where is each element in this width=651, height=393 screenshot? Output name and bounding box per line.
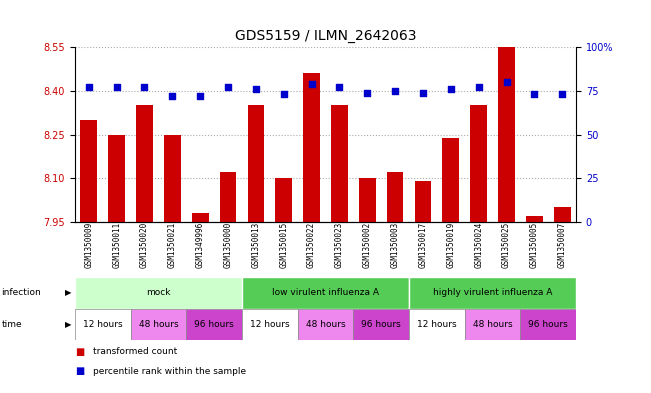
Text: ▶: ▶: [65, 288, 72, 297]
Text: 12 hours: 12 hours: [250, 320, 290, 329]
Point: [251, 86, 261, 92]
Text: GSM1350009: GSM1350009: [84, 222, 93, 268]
Bar: [298, 309, 353, 340]
Point: [111, 84, 122, 90]
Text: transformed count: transformed count: [93, 347, 177, 356]
Point: [501, 79, 512, 85]
Text: GSM1350023: GSM1350023: [335, 222, 344, 268]
Bar: [526, 216, 543, 222]
Bar: [465, 309, 520, 340]
Text: 48 hours: 48 hours: [473, 320, 512, 329]
Text: GSM1350021: GSM1350021: [168, 222, 177, 268]
Bar: [242, 277, 409, 309]
Text: GSM1350011: GSM1350011: [112, 222, 121, 268]
Point: [83, 84, 94, 90]
Text: GSM1350020: GSM1350020: [140, 222, 149, 268]
Bar: [359, 178, 376, 222]
Bar: [387, 173, 404, 222]
Point: [307, 81, 317, 87]
Point: [362, 90, 372, 96]
Text: 12 hours: 12 hours: [417, 320, 457, 329]
Title: GDS5159 / ILMN_2642063: GDS5159 / ILMN_2642063: [235, 29, 416, 43]
Text: GSM1350005: GSM1350005: [530, 222, 539, 268]
Bar: [554, 208, 570, 222]
Text: GSM1350017: GSM1350017: [419, 222, 428, 268]
Text: GSM1350002: GSM1350002: [363, 222, 372, 268]
Bar: [192, 213, 208, 222]
Text: time: time: [1, 320, 22, 329]
Text: GSM1350007: GSM1350007: [558, 222, 567, 268]
Text: highly virulent influenza A: highly virulent influenza A: [433, 288, 552, 297]
Text: infection: infection: [1, 288, 41, 297]
Point: [195, 93, 206, 99]
Bar: [331, 105, 348, 222]
Bar: [353, 309, 409, 340]
Bar: [409, 309, 465, 340]
Point: [139, 84, 150, 90]
Text: GSM1350025: GSM1350025: [502, 222, 511, 268]
Text: GSM1350003: GSM1350003: [391, 222, 400, 268]
Text: 12 hours: 12 hours: [83, 320, 122, 329]
Bar: [520, 309, 576, 340]
Bar: [164, 135, 181, 222]
Point: [223, 84, 233, 90]
Point: [557, 91, 568, 97]
Text: GSM1350000: GSM1350000: [223, 222, 232, 268]
Text: GSM1350013: GSM1350013: [251, 222, 260, 268]
Text: 48 hours: 48 hours: [139, 320, 178, 329]
Point: [529, 91, 540, 97]
Bar: [75, 309, 131, 340]
Point: [167, 93, 178, 99]
Bar: [415, 181, 432, 222]
Text: percentile rank within the sample: percentile rank within the sample: [93, 367, 246, 376]
Text: ■: ■: [75, 347, 84, 357]
Point: [334, 84, 344, 90]
Bar: [75, 277, 242, 309]
Bar: [242, 309, 298, 340]
Bar: [409, 277, 576, 309]
Bar: [247, 105, 264, 222]
Bar: [498, 47, 515, 222]
Text: ■: ■: [75, 366, 84, 376]
Point: [279, 91, 289, 97]
Text: GSM1350015: GSM1350015: [279, 222, 288, 268]
Bar: [81, 120, 97, 222]
Text: mock: mock: [146, 288, 171, 297]
Bar: [470, 105, 487, 222]
Text: 48 hours: 48 hours: [306, 320, 345, 329]
Bar: [136, 105, 153, 222]
Bar: [303, 73, 320, 222]
Text: 96 hours: 96 hours: [529, 320, 568, 329]
Text: 96 hours: 96 hours: [194, 320, 234, 329]
Point: [418, 90, 428, 96]
Bar: [443, 138, 459, 222]
Text: GSM1349996: GSM1349996: [196, 222, 204, 268]
Text: GSM1350024: GSM1350024: [474, 222, 483, 268]
Text: 96 hours: 96 hours: [361, 320, 401, 329]
Bar: [131, 309, 186, 340]
Point: [473, 84, 484, 90]
Text: ▶: ▶: [65, 320, 72, 329]
Point: [390, 88, 400, 94]
Bar: [186, 309, 242, 340]
Bar: [108, 135, 125, 222]
Bar: [219, 173, 236, 222]
Text: GSM1350022: GSM1350022: [307, 222, 316, 268]
Text: low virulent influenza A: low virulent influenza A: [272, 288, 379, 297]
Bar: [275, 178, 292, 222]
Text: GSM1350019: GSM1350019: [447, 222, 455, 268]
Point: [445, 86, 456, 92]
